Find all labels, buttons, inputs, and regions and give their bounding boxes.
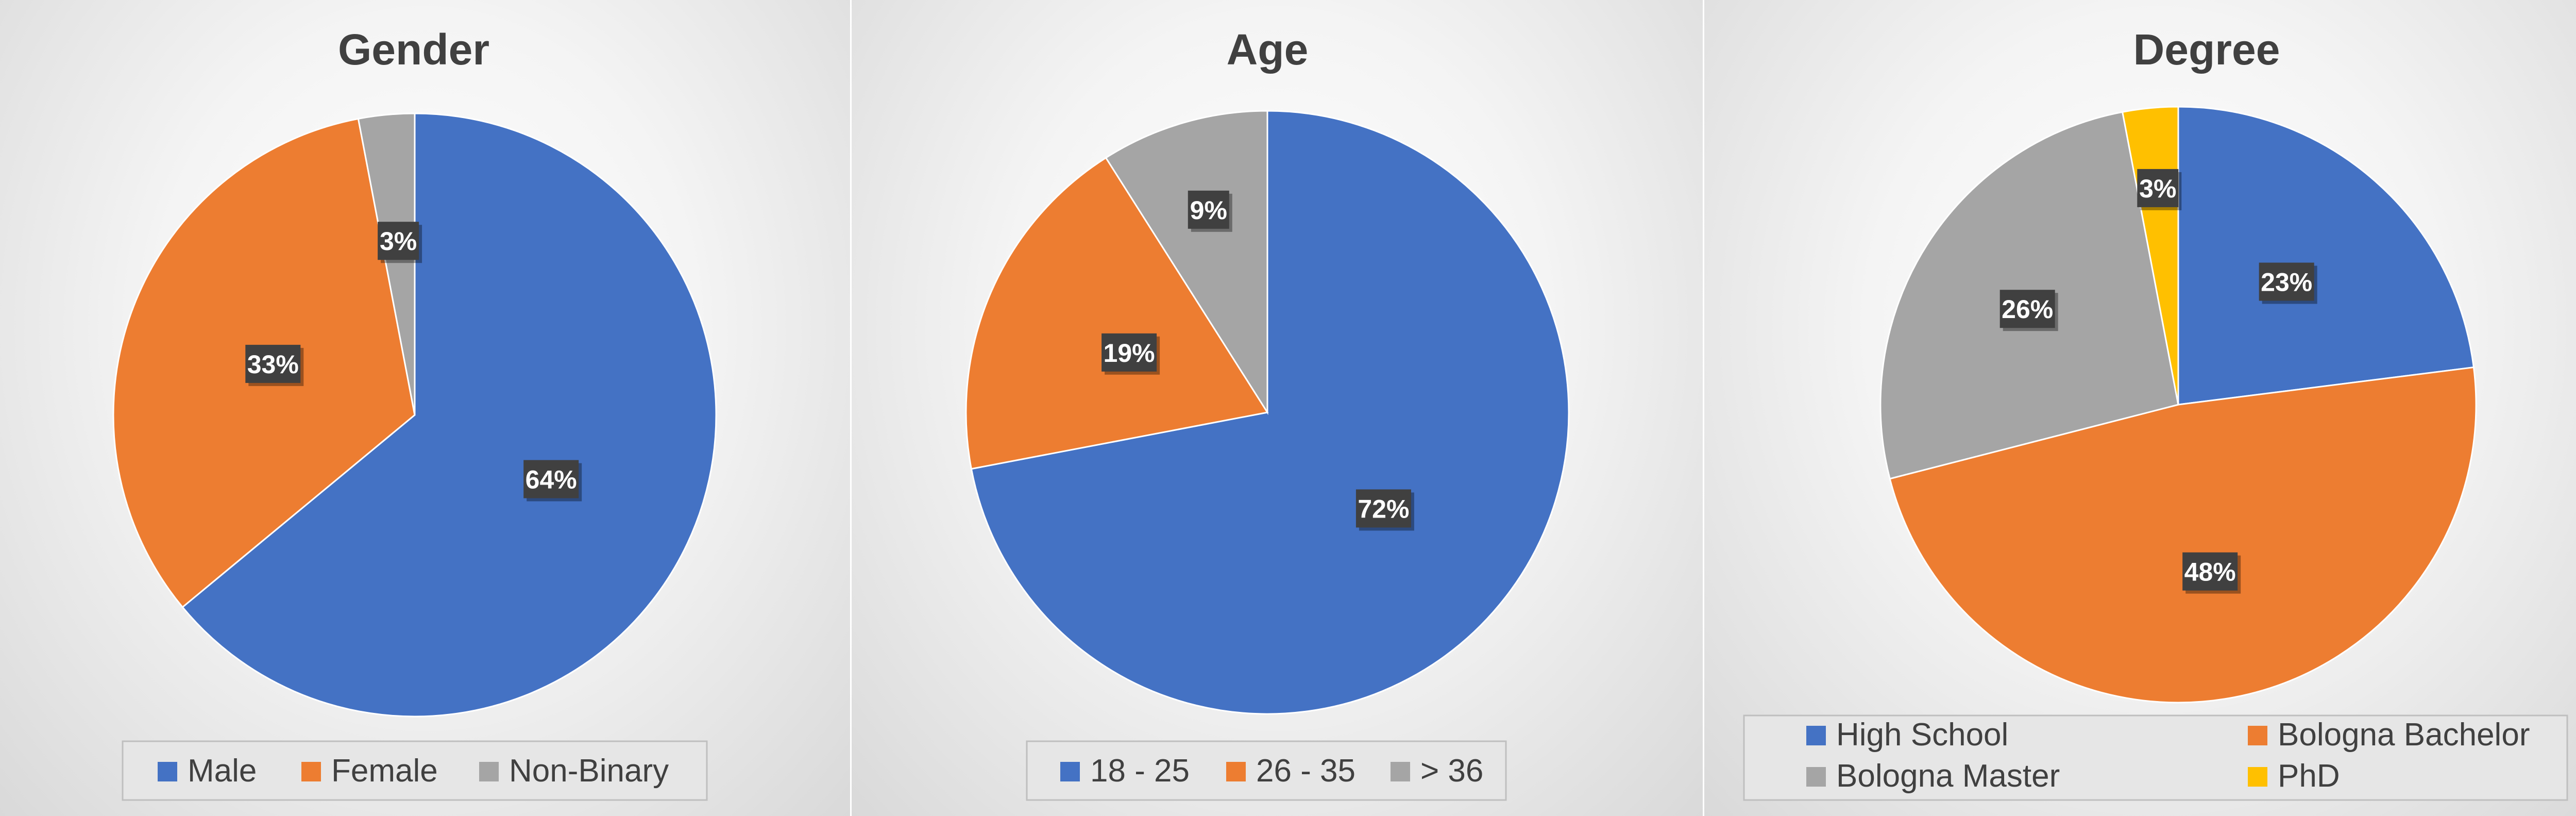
legend-label: 26 - 35: [1256, 753, 1355, 789]
legend: Male Female Non-Binary: [122, 740, 708, 801]
data-label-box: [1355, 489, 1411, 528]
legend-label: Bologna Master: [1836, 758, 2060, 794]
data-label-18-25: 72%: [1355, 489, 1414, 531]
legend-swatch: [1806, 767, 1826, 787]
pie-slice-36[interactable]: [1105, 110, 1268, 415]
pie-slice-18-25[interactable]: [970, 110, 1570, 715]
legend-box: [1026, 740, 1507, 801]
data-label-36: 9%: [1188, 190, 1232, 232]
pie-slice-non-binary[interactable]: [357, 112, 416, 415]
data-label-box: [245, 344, 301, 383]
data-label-bologna-master: 26%: [1999, 290, 2058, 331]
data-label-non-binary: 3%: [378, 222, 422, 263]
pie-slice-high-school[interactable]: [2177, 106, 2475, 406]
legend-box: [1743, 714, 2568, 801]
chart-title: Degree: [2133, 25, 2280, 74]
gender-pie-chart: Gender 64% 33% 3% Male Female Non-Binary: [112, 25, 717, 801]
data-label-box: [1101, 333, 1157, 372]
data-label-high-school: 23%: [2259, 262, 2317, 304]
legend: 18 - 25 26 - 35 > 36: [1026, 740, 1507, 801]
legend-swatch: [2248, 726, 2267, 745]
data-label-box: [1188, 190, 1229, 229]
data-label-text: 26%: [2002, 295, 2053, 324]
data-label-female: 33%: [245, 344, 304, 386]
age-chart-panel: Age 72% 19% 9% 18 - 25 26 - 35 > 36: [852, 0, 1703, 816]
data-label-text: 3%: [380, 227, 417, 256]
data-label-box: [2182, 552, 2238, 591]
chart-title: Age: [1227, 25, 1309, 74]
gender-chart-panel: Gender 64% 33% 3% Male Female Non-Binary: [0, 0, 850, 816]
legend-swatch: [1060, 762, 1080, 781]
legend-item-18-25[interactable]: 18 - 25: [1060, 753, 1190, 789]
data-label-text: 3%: [2139, 174, 2176, 203]
legend-swatch: [301, 762, 321, 781]
legend-swatch: [1806, 726, 1826, 745]
legend-swatch: [158, 762, 177, 781]
data-label-box: [1999, 290, 2055, 328]
data-label-text: 72%: [1358, 494, 1409, 523]
data-label-box: [523, 460, 579, 498]
data-label-box: [2259, 262, 2314, 301]
legend-item-26-35[interactable]: 26 - 35: [1226, 753, 1355, 789]
legend-label: Non-Binary: [509, 753, 669, 789]
legend-item-female[interactable]: Female: [301, 753, 438, 789]
data-label-text: 33%: [247, 350, 299, 379]
legend-swatch: [479, 762, 499, 781]
data-label-phd: 3%: [2137, 169, 2182, 210]
legend-label: > 36: [1420, 753, 1483, 789]
age-pie-chart: Age 72% 19% 9% 18 - 25 26 - 35 > 36: [965, 25, 1570, 801]
legend-label: Female: [331, 753, 438, 789]
pie-slice-26-35[interactable]: [965, 156, 1269, 470]
data-label-text: 9%: [1190, 196, 1227, 225]
legend-label: Male: [188, 753, 257, 789]
degree-chart-panel: Degree 23% 48% 26% 3% High School Bologna B…: [1704, 0, 2576, 816]
data-label-text: 19%: [1104, 339, 1155, 368]
legend-item-high-school[interactable]: High School: [1806, 717, 2008, 753]
legend-swatch: [1226, 762, 1246, 781]
chart-title: Gender: [338, 25, 489, 74]
data-label-box: [2137, 169, 2179, 207]
legend-item-male[interactable]: Male: [158, 753, 257, 789]
legend-swatch: [1391, 762, 1410, 781]
legend-label: 18 - 25: [1090, 753, 1190, 789]
legend-label: Bologna Bachelor: [2278, 717, 2530, 753]
legend-item-bologna-master[interactable]: Bologna Master: [1806, 758, 2060, 794]
data-label-text: 64%: [526, 465, 577, 494]
data-label-male: 64%: [523, 460, 582, 502]
legend: High School Bologna Bachelor Bologna Mas…: [1743, 714, 2568, 801]
data-label-text: 23%: [2261, 268, 2312, 297]
legend-swatch: [2248, 767, 2267, 787]
legend-item-over-36[interactable]: > 36: [1391, 753, 1483, 789]
pie-slice-male[interactable]: [181, 112, 717, 718]
pie-slice-bologna-bachelor[interactable]: [1889, 366, 2477, 704]
legend-item-non-binary[interactable]: Non-Binary: [479, 753, 669, 789]
legend-label: High School: [1836, 717, 2008, 753]
legend-label: PhD: [2278, 758, 2340, 794]
legend-item-phd[interactable]: PhD: [2248, 758, 2340, 794]
legend-box: [122, 740, 708, 801]
legend-item-bologna-bachelor[interactable]: Bologna Bachelor: [2248, 717, 2530, 753]
data-label-bologna-bachelor: 48%: [2182, 552, 2241, 594]
data-label-text: 48%: [2184, 558, 2236, 587]
data-label-box: [378, 222, 419, 260]
data-label-26-35: 19%: [1101, 333, 1160, 375]
degree-pie-chart: Degree 23% 48% 26% 3% High School Bologna B…: [1743, 25, 2568, 801]
